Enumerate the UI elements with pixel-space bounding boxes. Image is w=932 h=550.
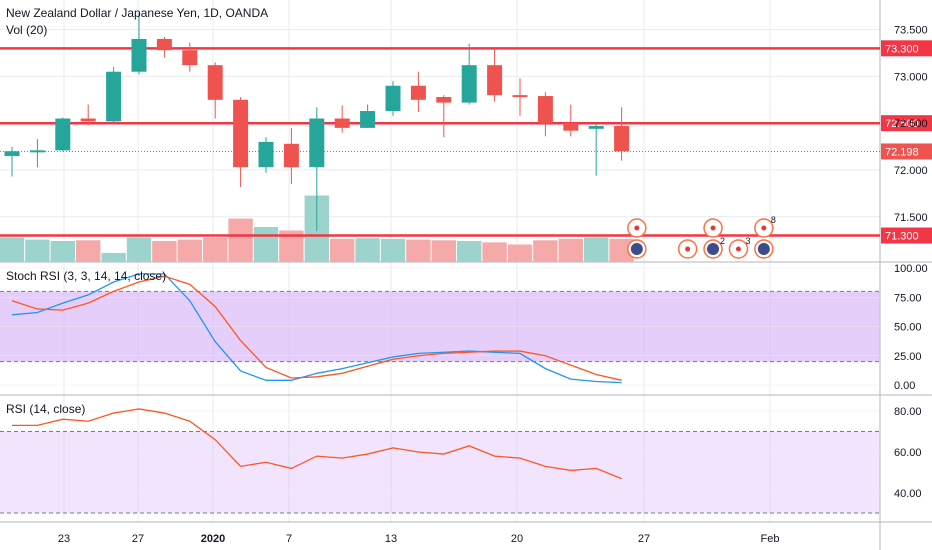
event-marker-count: 3 (745, 236, 750, 246)
volume-bar (609, 238, 634, 262)
candle-body (512, 95, 528, 98)
candle-body (563, 123, 579, 131)
event-marker-dot (735, 246, 741, 252)
event-marker-dot (710, 225, 716, 231)
candle-body (537, 96, 553, 124)
volume-bar (355, 238, 380, 262)
level-label-bg (881, 40, 932, 57)
time-axis-tick: Feb (761, 533, 780, 545)
volume-bar (533, 240, 558, 262)
candle-body (80, 118, 96, 122)
rsi-title: RSI (14, close) (6, 402, 86, 416)
volume-bar (380, 238, 406, 262)
volume-bar (253, 227, 279, 262)
candle-body (487, 65, 503, 96)
time-axis-tick: 27 (132, 533, 144, 545)
level-label: 71.300 (885, 231, 919, 243)
volume-bar (203, 237, 228, 262)
price-axis-tick: 73.500 (894, 25, 928, 37)
rsi-line (12, 408, 622, 480)
event-marker-flag-icon (757, 243, 770, 255)
last-price-label: 72.198 (885, 146, 919, 158)
volume-bar (0, 237, 25, 262)
volume-bar (101, 252, 126, 262)
volume-bar (482, 242, 507, 262)
candle-body (131, 38, 147, 72)
candle-body (182, 50, 198, 66)
stoch-axis-tick: 100.00 (894, 263, 928, 275)
level-label-bg (881, 115, 932, 132)
time-axis-tick: 2020 (201, 533, 225, 545)
level-label-bg (881, 227, 932, 244)
event-marker-dot (761, 225, 767, 231)
event-marker-count: 2 (720, 236, 725, 246)
stoch-k-line (11, 273, 622, 384)
volume-bar (50, 241, 75, 262)
volume-bar (330, 238, 355, 262)
rsi-axis-tick: 40.00 (894, 488, 922, 500)
volume-bar (76, 240, 101, 262)
volume-bar (177, 239, 202, 262)
event-marker-count: 8 (771, 215, 776, 225)
candle-body (410, 85, 426, 100)
stoch-axis-tick: 0.00 (894, 380, 915, 392)
volume-bar (25, 239, 50, 262)
candle-body (55, 118, 71, 151)
rsi-axis-tick: 80.00 (894, 406, 922, 418)
candle-body (461, 65, 477, 103)
event-marker-dot (634, 225, 640, 231)
chart-title: New Zealand Dollar / Japanese Yen, 1D, O… (6, 6, 269, 20)
stoch-axis-tick: 25.00 (894, 351, 922, 363)
volume-bar (126, 237, 152, 262)
candle-body (29, 150, 45, 153)
last-price-label-bg (881, 143, 932, 160)
time-axis-tick: 20 (511, 533, 523, 545)
time-axis-tick: 13 (385, 533, 397, 545)
price-axis-tick: 72.500 (894, 118, 928, 130)
volume-bar (228, 218, 253, 262)
volume-bar (507, 244, 533, 262)
time-axis-tick: 23 (58, 533, 70, 545)
candle-body (283, 143, 299, 168)
event-marker-flag-icon (707, 243, 720, 255)
rsi-band (0, 431, 880, 513)
volume-label: Vol (20) (6, 23, 48, 37)
volume-bar (406, 239, 431, 262)
candle-body (309, 118, 325, 168)
time-axis-tick: 7 (286, 533, 292, 545)
candle-body (156, 38, 172, 51)
candle-body (4, 151, 20, 156)
candle-body (436, 96, 452, 103)
price-axis-tick: 73.000 (894, 71, 928, 83)
candle-body (106, 71, 122, 122)
candle-body (233, 99, 249, 168)
time-axis-tick: 27 (638, 533, 650, 545)
stoch-title: Stoch RSI (3, 3, 14, 14, close) (6, 269, 167, 283)
candle-body (385, 85, 401, 112)
volume-bar (558, 238, 583, 262)
event-marker-dot (685, 246, 691, 252)
candle-body (258, 141, 274, 168)
rsi-axis-tick: 60.00 (894, 447, 922, 459)
candle-body (588, 126, 604, 129)
candle-body (334, 118, 350, 128)
level-label: 73.300 (885, 43, 919, 55)
volume-bar (431, 240, 456, 262)
price-axis-tick: 71.500 (894, 212, 928, 224)
volume-bar (152, 241, 177, 262)
stoch-axis-tick: 50.00 (894, 322, 922, 334)
stoch-axis-tick: 75.00 (894, 292, 922, 304)
volume-bar (584, 237, 609, 262)
volume-bar (457, 241, 482, 262)
event-marker-flag-icon (630, 243, 643, 255)
candle-body (360, 111, 376, 128)
level-label: 72.500 (885, 118, 919, 130)
candle-body (207, 65, 223, 100)
candle-body (614, 126, 630, 152)
price-axis-tick: 72.000 (894, 165, 928, 177)
stoch-d-line (11, 275, 622, 381)
